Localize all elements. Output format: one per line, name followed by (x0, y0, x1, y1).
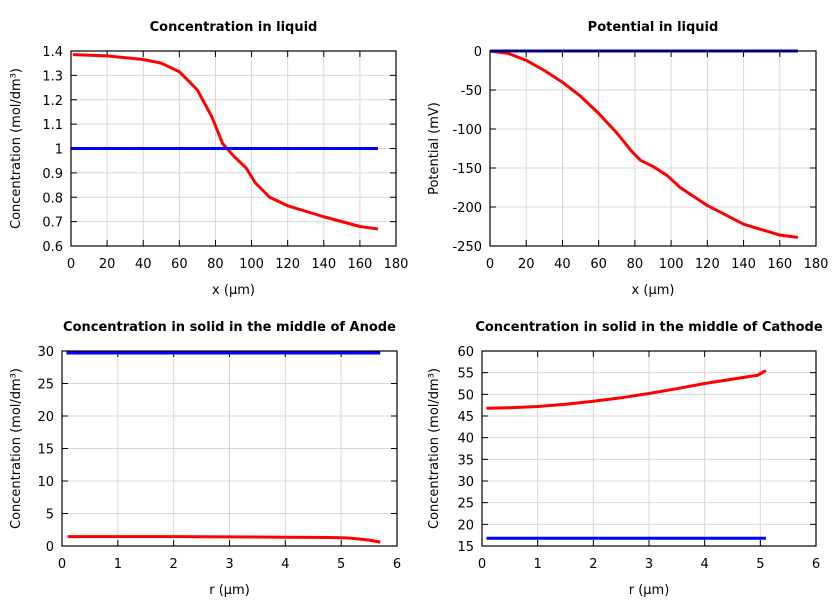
y-tick-label: 25 (457, 497, 474, 512)
y-tick-label: 30 (37, 345, 54, 360)
y-axis-label: Concentration (mol/dm³) (9, 368, 24, 529)
y-tick-label: 5 (46, 508, 54, 523)
x-tick-label: 120 (275, 257, 300, 272)
y-axis-label: Potential (mV) (427, 102, 442, 195)
x-tick-label: 4 (281, 557, 289, 572)
series-line-1 (489, 49, 799, 239)
x-axis-label: x (µm) (212, 283, 255, 298)
x-tick-label: 80 (627, 257, 644, 272)
x-tick-label: 20 (99, 257, 116, 272)
x-tick-label: 160 (347, 257, 372, 272)
y-tick-label: 60 (457, 345, 474, 360)
y-tick-label: 35 (457, 453, 474, 468)
x-tick-label: 1 (534, 557, 542, 572)
subplot-2: 0 20 40 60 80 100 120 140 160 180 -250 -200 -150 -100… (427, 20, 828, 298)
subplot-4: 0 1 2 3 4 5 615202530354045505560Concentration… (427, 320, 823, 598)
x-tick-label: 5 (337, 557, 345, 572)
chart-title: Concentration in solid in the middle of … (63, 320, 396, 335)
x-tick-label: 180 (384, 257, 409, 272)
x-tick-label: 3 (225, 557, 233, 572)
y-axis-label: Concentration (mol/dm³) (9, 68, 24, 229)
x-tick-label: 6 (393, 557, 401, 572)
y-tick-label: -50 (461, 84, 482, 99)
x-tick-label: 6 (812, 557, 820, 572)
y-tick-label: -100 (452, 123, 482, 138)
y-tick-label: 0.8 (42, 191, 63, 206)
y-tick-label: 20 (37, 410, 54, 425)
y-tick-label: 1.4 (42, 45, 63, 60)
chart-title: Potential in liquid (588, 20, 719, 35)
x-tick-label: 0 (486, 257, 494, 272)
y-tick-label: 20 (457, 518, 474, 533)
x-tick-label: 3 (645, 557, 653, 572)
x-tick-label: 100 (239, 257, 264, 272)
x-tick-label: 5 (756, 557, 764, 572)
chart-title: Concentration in liquid (150, 20, 318, 35)
y-tick-label: 0.9 (42, 167, 63, 182)
y-tick-label: 10 (37, 475, 54, 490)
x-axis-label: r (µm) (209, 583, 250, 598)
x-tick-label: 40 (135, 257, 152, 272)
y-tick-label: 1.2 (42, 94, 63, 109)
y-tick-label: 1 (55, 143, 63, 158)
chart-title: Concentration in solid in the middle of … (475, 320, 823, 335)
y-tick-label: 25 (37, 378, 54, 393)
y-tick-label: 30 (457, 475, 474, 490)
x-tick-label: 0 (58, 557, 66, 572)
x-tick-label: 80 (207, 257, 224, 272)
y-tick-label: 50 (457, 388, 474, 403)
series-line-1 (486, 369, 767, 410)
x-tick-label: 100 (659, 257, 684, 272)
plot-frame (61, 350, 398, 547)
x-tick-label: 60 (590, 257, 607, 272)
series-line-1 (67, 535, 381, 544)
plot-frame (481, 350, 817, 547)
y-tick-label: 0 (46, 540, 54, 555)
x-tick-label: 40 (554, 257, 571, 272)
plot-frame (70, 50, 397, 247)
plot-frame (489, 50, 817, 247)
y-tick-label: 15 (457, 540, 474, 555)
y-tick-label: 1.3 (42, 69, 63, 84)
y-tick-label: -250 (452, 240, 482, 255)
x-tick-label: 1 (114, 557, 122, 572)
y-tick-label: 0 (474, 45, 482, 60)
subplot-1: 0 20 40 60 80 100 120 140 160 180 0.6 0.7 0.8 0.9 1 1.1… (9, 20, 408, 298)
x-axis-label: r (µm) (629, 583, 670, 598)
x-axis-label: x (µm) (632, 283, 675, 298)
x-tick-label: 180 (804, 257, 829, 272)
x-tick-label: 20 (518, 257, 535, 272)
y-tick-label: 15 (37, 443, 54, 458)
series-line-1 (72, 53, 379, 231)
y-tick-label: 0.7 (42, 216, 63, 231)
subplot-3: 0 1 2 3 4 5 6 0 5 10 15 20 25 30 Concentration in soli… (9, 320, 401, 598)
x-tick-label: 120 (695, 257, 720, 272)
x-tick-label: 140 (311, 257, 336, 272)
y-tick-label: -150 (452, 162, 482, 177)
y-tick-label: 0.6 (42, 240, 63, 255)
x-tick-label: 140 (731, 257, 756, 272)
y-tick-label: 1.1 (42, 118, 63, 133)
y-axis-label: Concentration (mol/dm³) (427, 368, 442, 529)
y-tick-label: 45 (457, 410, 474, 425)
x-tick-label: 2 (589, 557, 597, 572)
x-tick-label: 0 (67, 257, 75, 272)
x-tick-label: 60 (171, 257, 188, 272)
x-tick-label: 0 (478, 557, 486, 572)
y-tick-label: -200 (452, 201, 482, 216)
x-tick-label: 4 (701, 557, 709, 572)
y-tick-label: 55 (457, 367, 474, 382)
x-tick-label: 160 (767, 257, 792, 272)
x-tick-label: 2 (170, 557, 178, 572)
y-tick-label: 40 (457, 432, 474, 447)
